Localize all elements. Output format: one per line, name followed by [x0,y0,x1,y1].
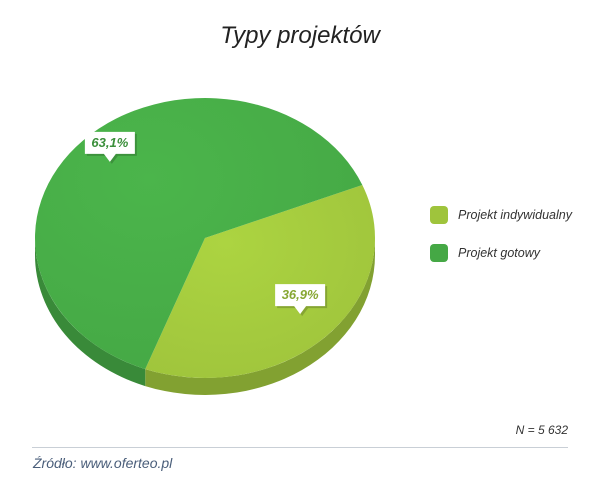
pie-side-0 [145,238,375,395]
pie-slice-0 [145,184,375,378]
data-label-0: 36,9% [275,284,328,317]
source-label: Źródło: www.oferteo.pl [33,455,173,471]
pie-side-1 [35,238,146,387]
chart-title: Typy projektów [220,22,380,49]
legend-swatch-ready [430,244,448,262]
legend-item-ready: Projekt gotowy [430,243,572,263]
legend-label-individual: Projekt indywidualny [458,208,572,222]
data-label-text-0: 36,9% [282,287,319,302]
legend: Projekt indywidualny Projekt gotowy [430,205,572,281]
pie-side [35,238,375,395]
pie-slice-1 [34,97,363,370]
legend-label-ready: Projekt gotowy [458,246,540,260]
divider [32,447,568,448]
legend-item-individual: Projekt indywidualny [430,205,572,225]
legend-swatch-individual [430,206,448,224]
data-label-text-1: 63,1% [91,135,128,150]
data-label-1: 63,1% [84,131,137,164]
sample-size-label: N = 5 632 [515,423,568,437]
